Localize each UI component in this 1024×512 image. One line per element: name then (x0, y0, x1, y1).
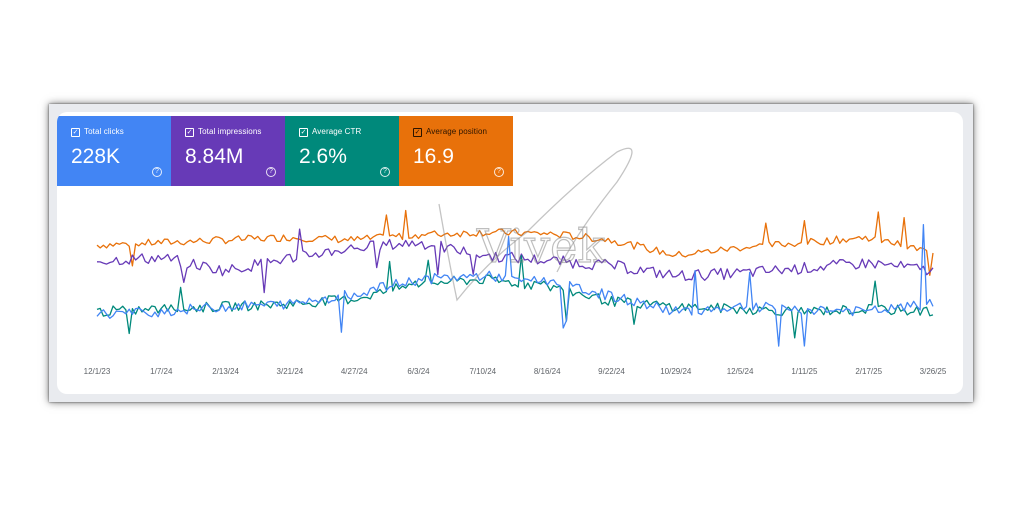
help-icon[interactable]: ? (380, 167, 390, 177)
chart-frame: ✓ Total clicks 228K ? ✓ Total impression… (49, 104, 973, 402)
metric-value: 228K (71, 145, 121, 168)
series-line-average-position[interactable] (96, 209, 934, 276)
metric-value: 8.84M (185, 145, 244, 168)
checkbox-checked-icon[interactable]: ✓ (413, 128, 422, 137)
help-icon[interactable]: ? (494, 167, 504, 177)
x-tick-label: 2/13/24 (212, 367, 239, 376)
x-tick-label: 2/17/25 (855, 367, 882, 376)
metric-label: Total clicks (84, 127, 124, 136)
metric-value: 2.6% (299, 145, 347, 168)
help-icon[interactable]: ? (266, 167, 276, 177)
metric-label: Average CTR (312, 127, 362, 136)
performance-line-chart: 12/1/23 1/7/24 2/13/24 3/21/24 4/27/24 6/3/24… (84, 147, 947, 376)
x-axis-ticks: 12/1/23 1/7/24 2/13/24 3/21/24 4/27/24 6/3/24… (84, 367, 947, 376)
series-line-total-impressions[interactable] (96, 228, 934, 294)
x-tick-label: 7/10/24 (469, 367, 496, 376)
watermark: Vivek (438, 147, 633, 302)
metric-cards: ✓ Total clicks 228K ? ✓ Total impression… (57, 116, 513, 186)
metric-card-average-ctr[interactable]: ✓ Average CTR 2.6% ? (285, 116, 399, 186)
x-tick-label: 10/29/24 (660, 367, 692, 376)
x-tick-label: 12/5/24 (727, 367, 754, 376)
x-tick-label: 1/7/24 (150, 367, 173, 376)
x-tick-label: 1/11/25 (791, 367, 818, 376)
series-line-total-clicks[interactable] (96, 223, 934, 347)
watermark-text: Vivek (476, 219, 606, 273)
metric-label: Total impressions (198, 127, 262, 136)
help-icon[interactable]: ? (152, 167, 162, 177)
series-layer (96, 209, 934, 347)
x-tick-label: 6/3/24 (407, 367, 430, 376)
watermark-swoosh (438, 147, 633, 302)
metric-card-total-clicks[interactable]: ✓ Total clicks 228K ? (57, 116, 171, 186)
metric-value: 16.9 (413, 145, 454, 168)
metric-card-average-position[interactable]: ✓ Average position 16.9 ? (399, 116, 513, 186)
x-tick-label: 3/21/24 (277, 367, 304, 376)
x-tick-label: 9/22/24 (598, 367, 625, 376)
checkbox-checked-icon[interactable]: ✓ (71, 128, 80, 137)
metric-card-total-impressions[interactable]: ✓ Total impressions 8.84M ? (171, 116, 285, 186)
x-tick-label: 8/16/24 (534, 367, 561, 376)
x-tick-label: 12/1/23 (84, 367, 111, 376)
checkbox-checked-icon[interactable]: ✓ (185, 128, 194, 137)
checkbox-checked-icon[interactable]: ✓ (299, 128, 308, 137)
metric-label: Average position (426, 127, 488, 136)
series-line-average-ctr[interactable] (96, 255, 934, 339)
x-tick-label: 3/26/25 (920, 367, 947, 376)
performance-panel: ✓ Total clicks 228K ? ✓ Total impression… (57, 112, 963, 394)
x-tick-label: 4/27/24 (341, 367, 368, 376)
